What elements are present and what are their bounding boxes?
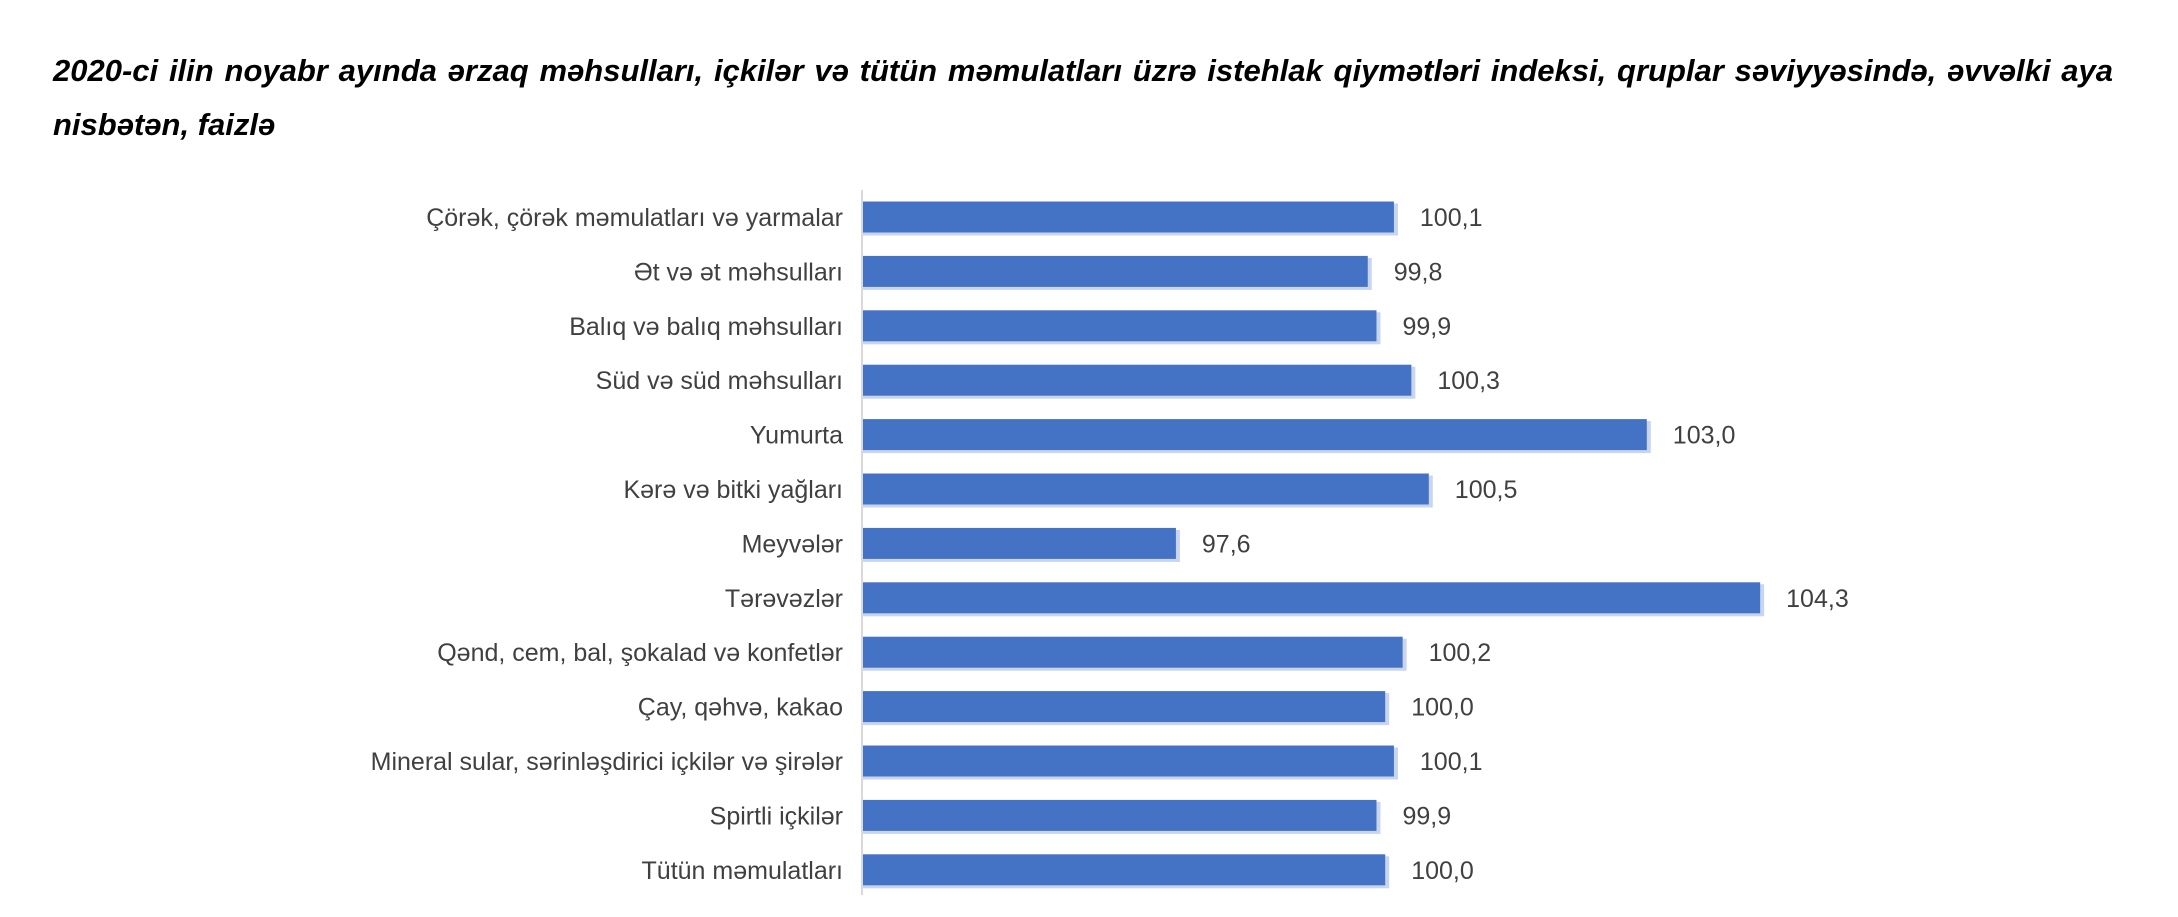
data-label: 103,0 (1673, 422, 1736, 450)
bar (862, 419, 1647, 451)
data-label: 100,3 (1437, 367, 1500, 395)
bar (862, 799, 1377, 831)
data-label: 100,2 (1429, 639, 1492, 667)
data-label: 99,9 (1402, 802, 1451, 830)
bar (862, 310, 1377, 342)
category-label: Mineral sular, sərinləşdirici içkilər və… (371, 748, 843, 776)
data-label: 100,5 (1455, 476, 1518, 504)
data-label: 100,0 (1411, 694, 1474, 722)
data-label: 100,1 (1420, 204, 1483, 232)
category-label: Tərəvəzlər (725, 585, 843, 613)
category-label: Çörək, çörək məmulatları və yarmalar (426, 204, 843, 232)
category-label: Kərə və bitki yağları (623, 476, 843, 504)
bar (862, 255, 1368, 287)
category-label: Yumurta (750, 422, 843, 450)
category-label: Spirtli içkilər (710, 802, 843, 830)
category-label: Ət və ət məhsulları (634, 258, 843, 286)
bar (862, 364, 1412, 396)
bar (862, 473, 1429, 505)
data-label: 104,3 (1786, 585, 1849, 613)
bar (862, 691, 1386, 723)
category-label: Tütün məmulatları (642, 857, 843, 885)
data-label: 99,8 (1394, 258, 1443, 286)
bar (862, 745, 1394, 777)
chart-title: 2020-ci ilin noyabr ayında ərzaq məhsull… (53, 53, 2113, 142)
bar (862, 527, 1176, 559)
category-label: Meyvələr (742, 530, 843, 558)
category-label: Süd və süd məhsulları (596, 367, 843, 395)
bar (862, 636, 1403, 668)
category-label: Qənd, cem, bal, şokalad və konfetlər (437, 639, 843, 667)
category-label: Çay, qəhvə, kakao (638, 694, 843, 722)
data-label: 100,1 (1420, 748, 1483, 776)
bar (862, 201, 1394, 233)
category-label: Balıq və balıq məhsulları (569, 313, 843, 341)
data-label: 100,0 (1411, 857, 1474, 885)
bar (862, 854, 1386, 886)
data-label: 99,9 (1402, 313, 1451, 341)
bar (862, 582, 1761, 614)
data-label: 97,6 (1202, 530, 1251, 558)
